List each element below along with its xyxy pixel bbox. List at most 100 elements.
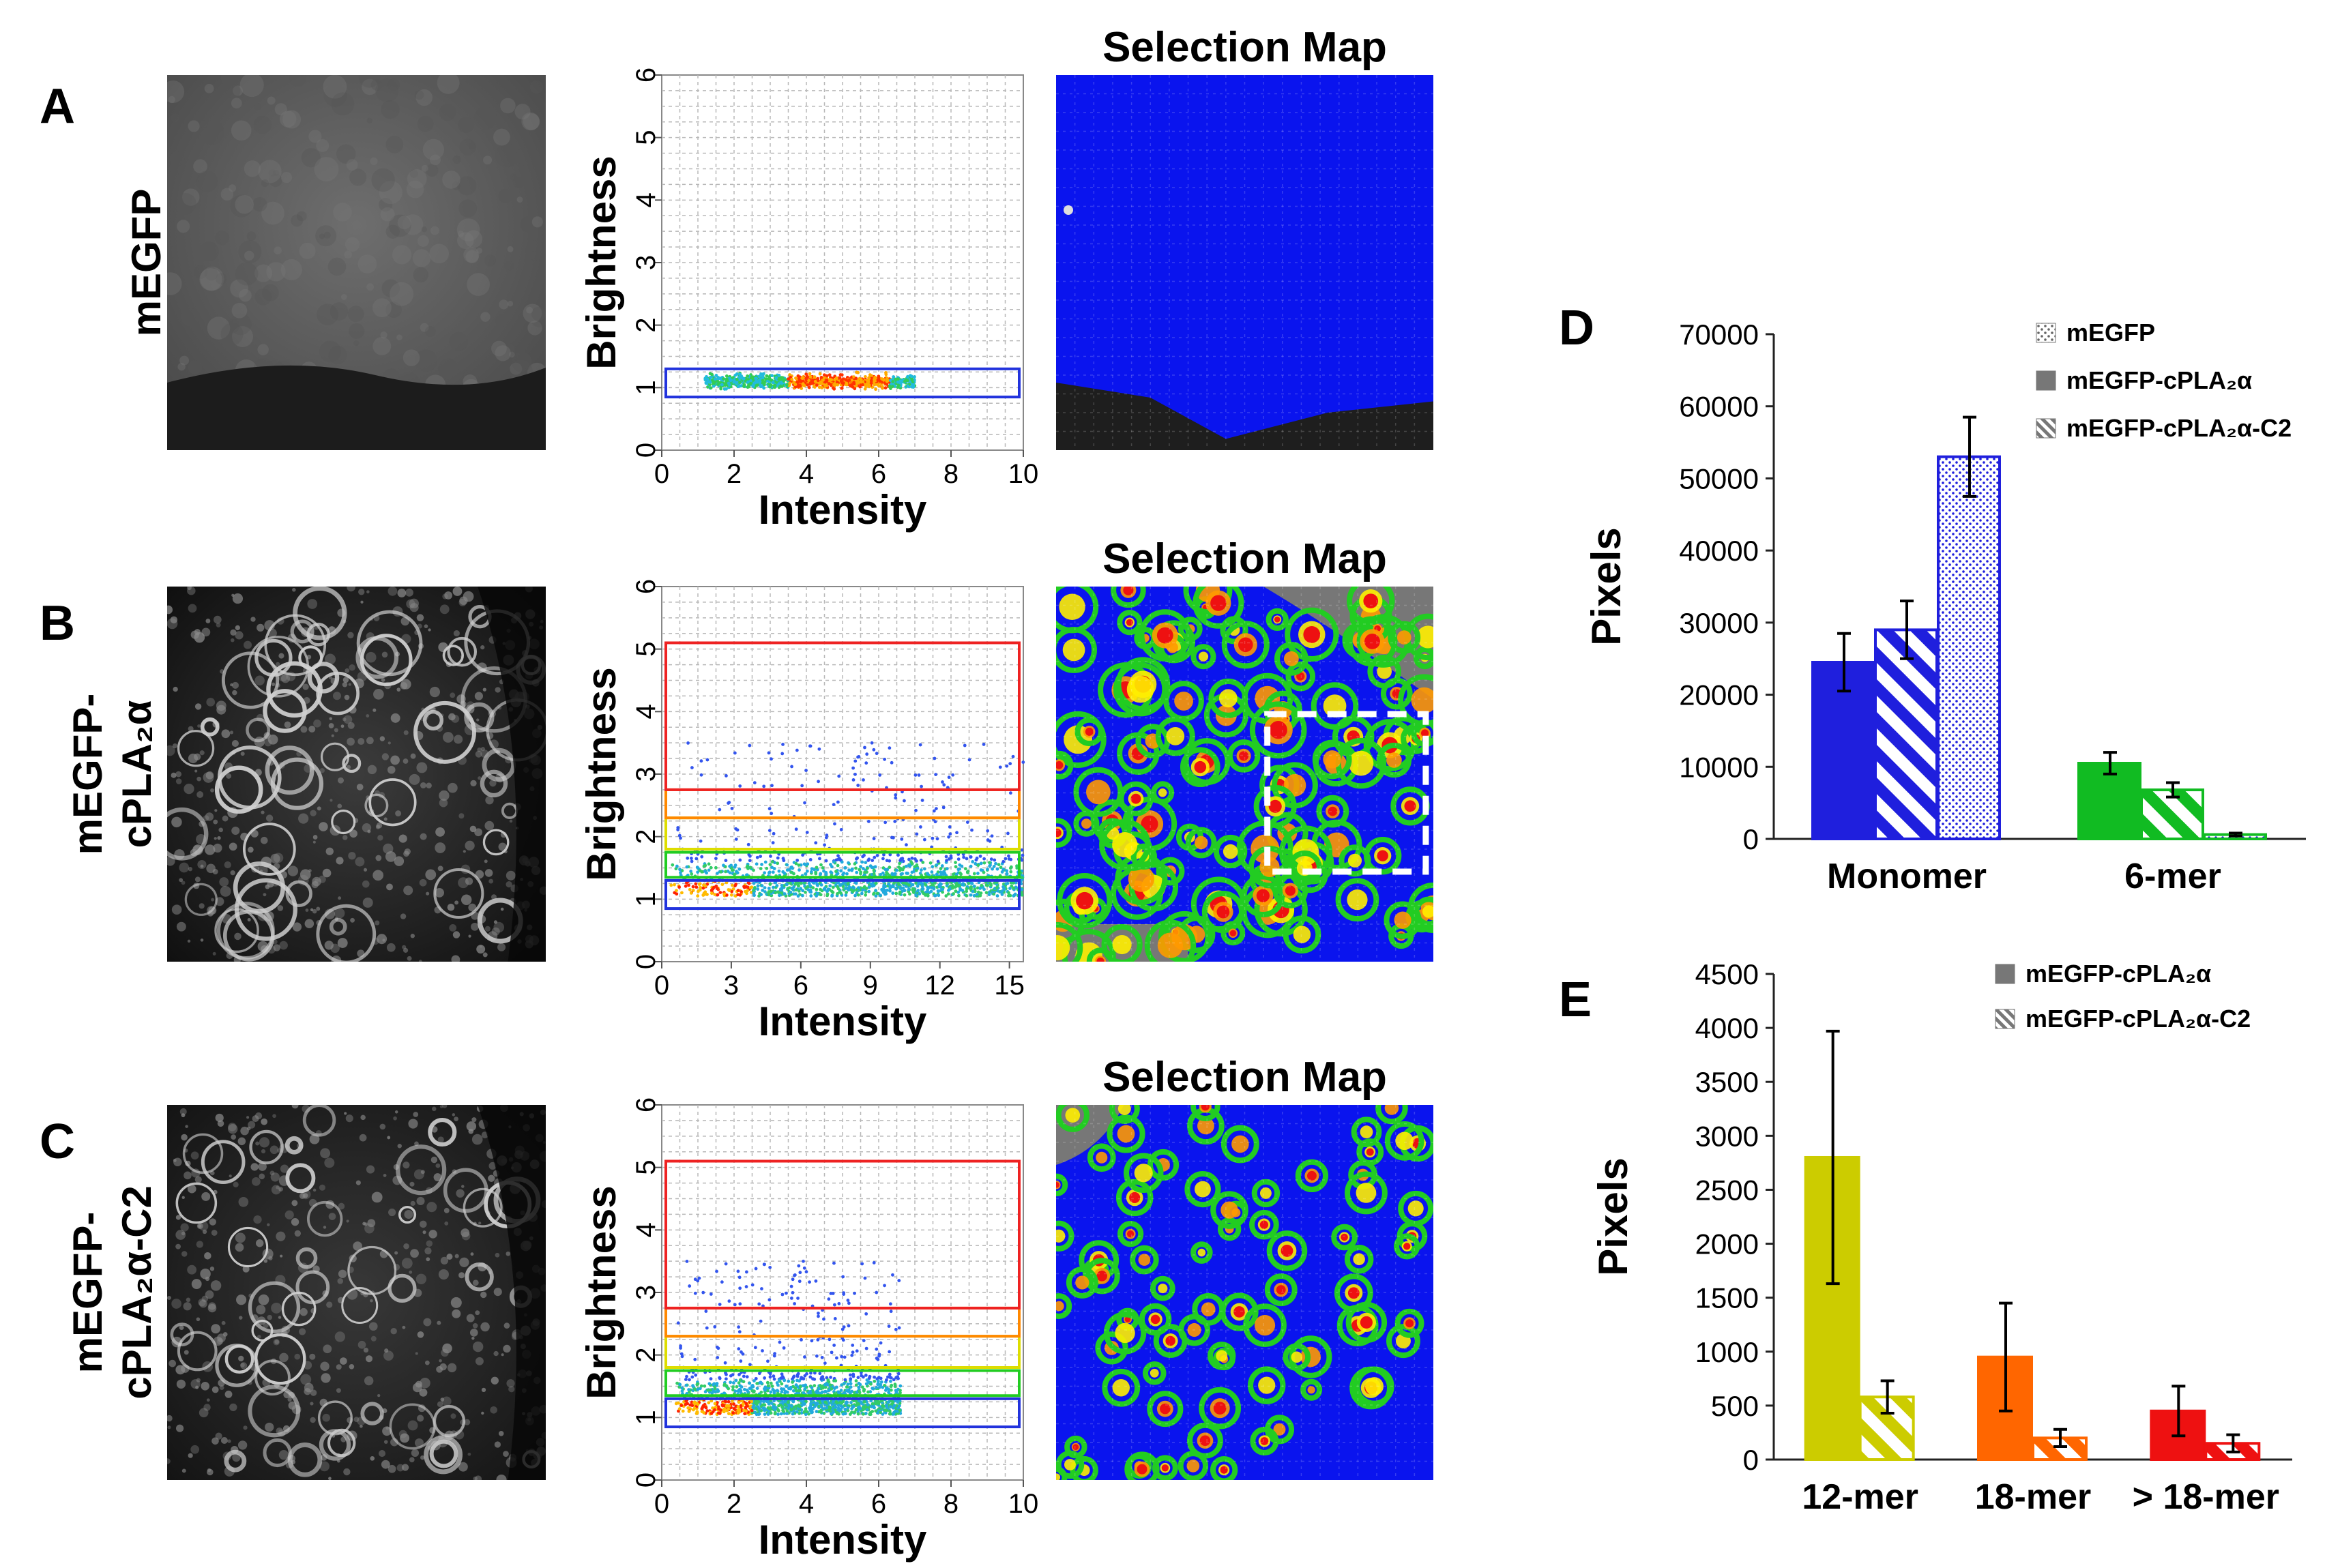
- scatter-point: [832, 1410, 836, 1414]
- texture-dot: [211, 1386, 219, 1393]
- texture-dot: [447, 1363, 457, 1373]
- scatter-point: [868, 1412, 873, 1417]
- texture-dot: [468, 903, 477, 912]
- scatter-point: [735, 870, 738, 874]
- texture-dot: [472, 1341, 484, 1352]
- texture-dot: [195, 1385, 199, 1389]
- texture-dot: [234, 932, 242, 941]
- texture-dot: [204, 1252, 211, 1260]
- texture-dot: [366, 117, 372, 124]
- scatter-point: [810, 1339, 814, 1343]
- scatter-point: [686, 856, 690, 860]
- scatter-point: [1001, 859, 1006, 863]
- scatter-point: [777, 382, 781, 386]
- texture-dot: [349, 664, 355, 671]
- scatter-point: [967, 758, 971, 762]
- scatter-point: [843, 1381, 846, 1385]
- scatter-point: [705, 377, 710, 381]
- texture-dot: [450, 1297, 462, 1308]
- texture-dot: [175, 1424, 184, 1432]
- texture-dot: [448, 713, 456, 721]
- scatter-point: [813, 1377, 817, 1381]
- scatter-point: [768, 1375, 772, 1379]
- texture-dot: [412, 249, 431, 267]
- vesicle-ring: [360, 1402, 384, 1425]
- texture-dot: [167, 1295, 171, 1300]
- vesicle-ring: [284, 1136, 304, 1155]
- scatter-point: [870, 741, 874, 745]
- texture-dot: [420, 1220, 427, 1228]
- row-label-line: cPLA₂α: [114, 700, 160, 848]
- scatter-point: [841, 1275, 845, 1279]
- scatter-point: [847, 1324, 851, 1328]
- vesicle-ring: [428, 1117, 457, 1147]
- scatter-point: [846, 1382, 850, 1386]
- scatter-point: [995, 894, 999, 898]
- texture-dot: [499, 299, 509, 310]
- scatter-point: [673, 883, 676, 887]
- scatter-point: [948, 825, 952, 829]
- x-tick-label: 2: [727, 459, 742, 489]
- texture-dot: [366, 590, 370, 593]
- texture-dot: [466, 1121, 477, 1131]
- scatter-point: [744, 1270, 748, 1274]
- scatter-point: [892, 1378, 896, 1382]
- texture-dot: [232, 326, 254, 347]
- texture-dot: [238, 1196, 249, 1207]
- texture-dot: [460, 1185, 465, 1188]
- texture-dot: [257, 1335, 261, 1340]
- scatter-point: [918, 743, 922, 747]
- scatter-point: [710, 891, 714, 896]
- texture-dot: [380, 207, 395, 222]
- scatter-point: [853, 893, 858, 898]
- scatter-point: [759, 1319, 763, 1323]
- texture-dot: [474, 692, 483, 700]
- texture-dot: [239, 289, 252, 302]
- scatter-point: [748, 1381, 752, 1385]
- scatter-point: [727, 889, 731, 892]
- texture-dot: [387, 1464, 396, 1473]
- texture-dot: [372, 337, 392, 355]
- scatter-point: [822, 1317, 825, 1321]
- scatter-point: [986, 868, 989, 871]
- row-label-line: mEGFP: [123, 189, 169, 337]
- scatter-point: [817, 385, 821, 389]
- texture-dot: [468, 143, 476, 149]
- texture-dot: [227, 1439, 231, 1443]
- scatter-point: [723, 1361, 727, 1365]
- texture-dot: [516, 147, 533, 166]
- scatter-point: [802, 376, 805, 380]
- texture-dot: [309, 1353, 316, 1360]
- scatter-point: [857, 1385, 861, 1389]
- texture-dot: [257, 623, 265, 632]
- scatter-point: [745, 891, 748, 896]
- scatter-point: [736, 1269, 740, 1273]
- scatter-point: [995, 867, 999, 871]
- texture-dot: [442, 593, 448, 600]
- texture-dot: [419, 878, 427, 887]
- texture-dot: [319, 233, 325, 239]
- scatter-point: [793, 1273, 796, 1277]
- scatter-point: [746, 842, 750, 846]
- texture-dot: [316, 906, 321, 911]
- texture-dot: [471, 1134, 483, 1145]
- texture-dot: [167, 618, 178, 630]
- scatter-point: [871, 1402, 875, 1406]
- scatter-point: [808, 858, 813, 861]
- scatter-point: [763, 886, 767, 890]
- scatter-point: [737, 1275, 742, 1279]
- scatter-point: [709, 386, 713, 390]
- scatter-point: [889, 1376, 893, 1380]
- scatter-point: [898, 861, 902, 866]
- scatter-point: [888, 1372, 892, 1376]
- scatter-point: [720, 1280, 724, 1284]
- texture-dot: [179, 878, 184, 883]
- vesicle-ring: [200, 717, 220, 737]
- texture-dot: [388, 1209, 396, 1217]
- vesicle-ring: [429, 1439, 458, 1468]
- scatter-point: [796, 894, 800, 898]
- scatter-point: [805, 831, 809, 834]
- scatter-point: [894, 887, 898, 891]
- scatter-point: [853, 1291, 856, 1295]
- texture-dot: [474, 1475, 482, 1480]
